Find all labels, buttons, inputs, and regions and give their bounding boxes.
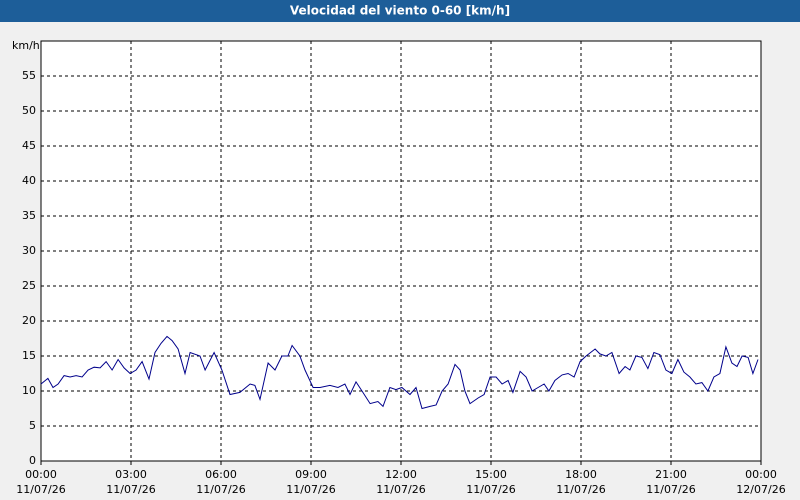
plot-border <box>40 40 762 462</box>
x-tick-date: 11/07/26 <box>196 483 245 496</box>
y-axis-label: km/h <box>12 39 40 52</box>
x-tick-label: 00:00 <box>745 468 777 481</box>
x-tick-label: 21:00 <box>655 468 687 481</box>
x-tick-date: 12/07/26 <box>736 483 785 496</box>
chart-title: Velocidad del viento 0-60 [km/h] <box>290 4 510 18</box>
y-tick-label: 40 <box>22 174 36 187</box>
x-tick-date: 11/07/26 <box>376 483 425 496</box>
y-tick-label: 25 <box>22 279 36 292</box>
y-tick-label: 35 <box>22 209 36 222</box>
y-tick-label: 55 <box>22 69 36 82</box>
x-tick-label: 03:00 <box>115 468 147 481</box>
x-tick-date: 11/07/26 <box>16 483 65 496</box>
x-tick-date: 11/07/26 <box>106 483 155 496</box>
x-tick-date: 11/07/26 <box>646 483 695 496</box>
y-tick-label: 20 <box>22 314 36 327</box>
x-tick-label: 12:00 <box>385 468 417 481</box>
title-bar <box>0 0 800 22</box>
y-tick-label: 0 <box>29 454 36 467</box>
x-tick-label: 18:00 <box>565 468 597 481</box>
y-tick-label: 30 <box>22 244 36 257</box>
y-tick-label: 50 <box>22 104 36 117</box>
x-tick-label: 06:00 <box>205 468 237 481</box>
x-tick-label: 09:00 <box>295 468 327 481</box>
y-tick-label: 45 <box>22 139 36 152</box>
x-tick-label: 00:00 <box>25 468 57 481</box>
x-tick-date: 11/07/26 <box>556 483 605 496</box>
y-tick-label: 5 <box>29 419 36 432</box>
x-tick-date: 11/07/26 <box>286 483 335 496</box>
y-tick-label: 10 <box>22 384 36 397</box>
x-tick-label: 15:00 <box>475 468 507 481</box>
y-tick-label: 15 <box>22 349 36 362</box>
x-tick-date: 11/07/26 <box>466 483 515 496</box>
data-line <box>40 335 759 410</box>
